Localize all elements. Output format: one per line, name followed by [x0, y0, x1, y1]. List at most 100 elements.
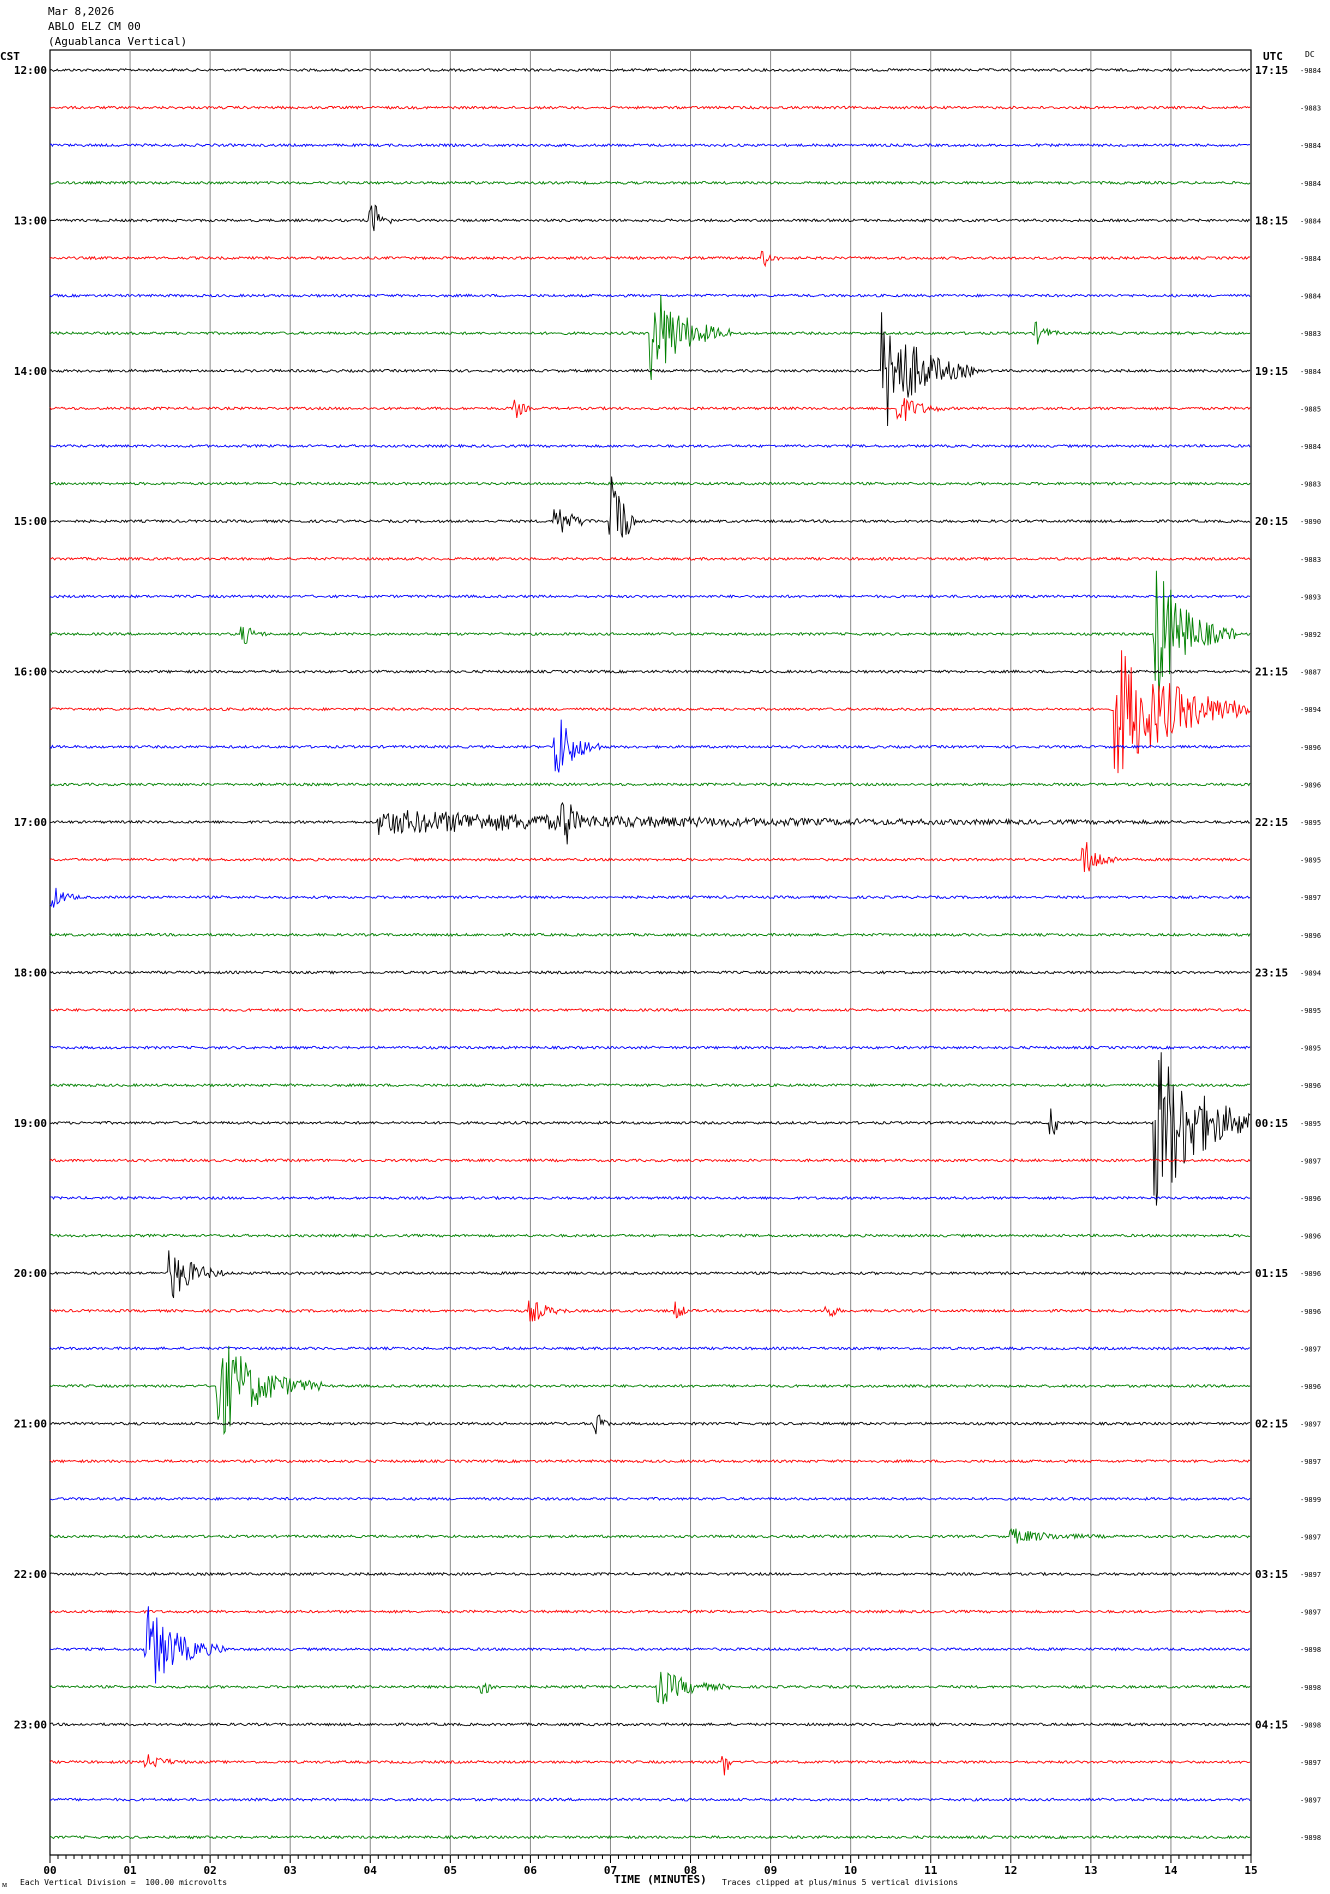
dc-offset-label: -9883	[1300, 481, 1321, 489]
cst-time-label: 21:00	[14, 1418, 47, 1431]
x-tick-label: 14	[1164, 1864, 1178, 1877]
clip-note: Traces clipped at plus/minus 5 vertical …	[722, 1878, 959, 1887]
utc-time-label: 19:15	[1255, 365, 1288, 378]
dc-offset-label: -9896	[1300, 1308, 1321, 1316]
dc-offset-label: -9884	[1300, 443, 1321, 451]
trace-row	[49, 481, 1251, 486]
trace-row	[49, 887, 1251, 908]
dc-offset-label: -9898	[1300, 1721, 1321, 1729]
dc-offset-label: -9896	[1300, 1195, 1321, 1203]
dc-offset-label: -9883	[1300, 330, 1321, 338]
trace-row	[50, 801, 1251, 845]
dc-offset-label: -9897	[1300, 1571, 1321, 1579]
cst-time-label: 12:00	[14, 64, 47, 77]
trace-row	[49, 1007, 1251, 1013]
dc-offset-label: -9896	[1300, 932, 1321, 940]
trace-row	[49, 1671, 1251, 1705]
x-axis: 00 01 02 03 04 05 06 07 08 09 10 11 12 13 14 15	[43, 1855, 1258, 1877]
x-tick-label: 07	[604, 1864, 617, 1877]
cst-time-label: 15:00	[14, 515, 47, 528]
trace-row	[49, 1606, 1251, 1684]
trace-row	[49, 842, 1251, 873]
cst-time-label: 13:00	[14, 214, 47, 227]
dc-offset-label: -9883	[1300, 105, 1321, 113]
trace-row	[49, 1571, 1251, 1577]
dc-offset-label: -9898	[1300, 1834, 1321, 1842]
utc-time-label: 02:15	[1255, 1418, 1288, 1431]
dc-offset-label: -9897	[1300, 1797, 1321, 1805]
station-location: (Aguablanca Vertical)	[48, 35, 188, 48]
dc-offset-label: -9885	[1300, 405, 1321, 413]
trace-row	[49, 293, 1251, 298]
utc-time-label: 20:15	[1255, 515, 1288, 528]
trace-row	[49, 1082, 1251, 1088]
dc-offset-label: -9895	[1300, 819, 1321, 827]
utc-time-label: 17:15	[1255, 64, 1288, 77]
dc-offset-label: -9895	[1300, 1045, 1321, 1053]
cst-time-label: 19:00	[14, 1117, 47, 1130]
x-tick-label: 02	[204, 1864, 217, 1877]
dc-offset-label: -9896	[1300, 1082, 1321, 1090]
dc-offset-label: -9898	[1300, 1684, 1321, 1692]
trace-row	[49, 1158, 1251, 1163]
trace-row	[50, 1797, 1251, 1802]
trace-row	[49, 142, 1251, 148]
dc-offset-label: -9896	[1300, 1233, 1321, 1241]
dc-offset-label: -9884	[1300, 255, 1321, 263]
trace-row	[49, 1459, 1251, 1464]
trace-row	[49, 1300, 1250, 1322]
dc-offset-label: -9890	[1300, 518, 1321, 526]
dc-offset-label: -9892	[1300, 631, 1321, 639]
trace-row	[49, 1722, 1251, 1727]
dc-offset-label: -9897	[1300, 1533, 1321, 1541]
trace-row	[49, 1609, 1251, 1614]
trace-row	[49, 180, 1251, 186]
dc-offset-label: -9897	[1300, 1458, 1321, 1466]
dc-offset-label: -9895	[1300, 1120, 1321, 1128]
x-axis-title: TIME (MINUTES)	[614, 1873, 707, 1886]
trace-row	[49, 556, 1251, 562]
x-tick-label: 09	[764, 1864, 777, 1877]
dc-offset-label: -9897	[1300, 1759, 1321, 1767]
x-tick-label: 12	[1004, 1864, 1017, 1877]
utc-axis-label: UTC	[1263, 50, 1283, 63]
dc-offset-label: -9884	[1300, 368, 1321, 376]
station-code: ABLO ELZ CM 00	[48, 20, 141, 33]
trace-row	[49, 594, 1251, 599]
x-tick-label: 13	[1084, 1864, 1097, 1877]
time-labels: 12:00 17:15 13:00 18:15 14:00 19:15 15:00 20:15…	[14, 64, 1321, 1842]
utc-time-label: 04:15	[1255, 1718, 1288, 1731]
dc-offset-label: -9894	[1300, 969, 1321, 977]
utc-time-label: 00:15	[1255, 1117, 1288, 1130]
x-tick-label: 00	[43, 1864, 56, 1877]
x-tick-label: 15	[1244, 1864, 1257, 1877]
trace-row	[49, 443, 1251, 449]
dc-offset-label: -9895	[1300, 857, 1321, 865]
trace-row	[49, 669, 1251, 674]
x-tick-label: 08	[684, 1864, 697, 1877]
dc-offset-label: -9894	[1300, 706, 1321, 714]
plot-date: Mar 8,2026	[48, 5, 115, 18]
trace-row	[49, 1496, 1251, 1501]
dc-offset-label: -9897	[1300, 1421, 1321, 1429]
trace-row	[50, 1195, 1251, 1201]
dc-offset-label: -9884	[1300, 142, 1321, 150]
utc-time-label: 18:15	[1255, 214, 1288, 227]
trace-row	[49, 398, 1251, 422]
trace-row	[49, 1528, 1251, 1544]
trace-row	[49, 570, 1251, 699]
trace-rows	[49, 67, 1251, 1840]
x-tick-label: 06	[524, 1864, 538, 1877]
utc-time-label: 01:15	[1255, 1267, 1288, 1280]
trace-row	[49, 782, 1251, 787]
x-tick-label: 01	[123, 1864, 137, 1877]
trace-row	[49, 105, 1251, 110]
dc-offset-label: -9897	[1300, 1609, 1321, 1617]
cst-time-label: 18:00	[14, 966, 47, 979]
trace-row	[49, 650, 1251, 774]
x-tick-label: 10	[844, 1864, 857, 1877]
utc-time-label: 21:15	[1255, 666, 1288, 679]
x-tick-label: 05	[444, 1864, 457, 1877]
trace-row	[49, 1754, 1251, 1776]
